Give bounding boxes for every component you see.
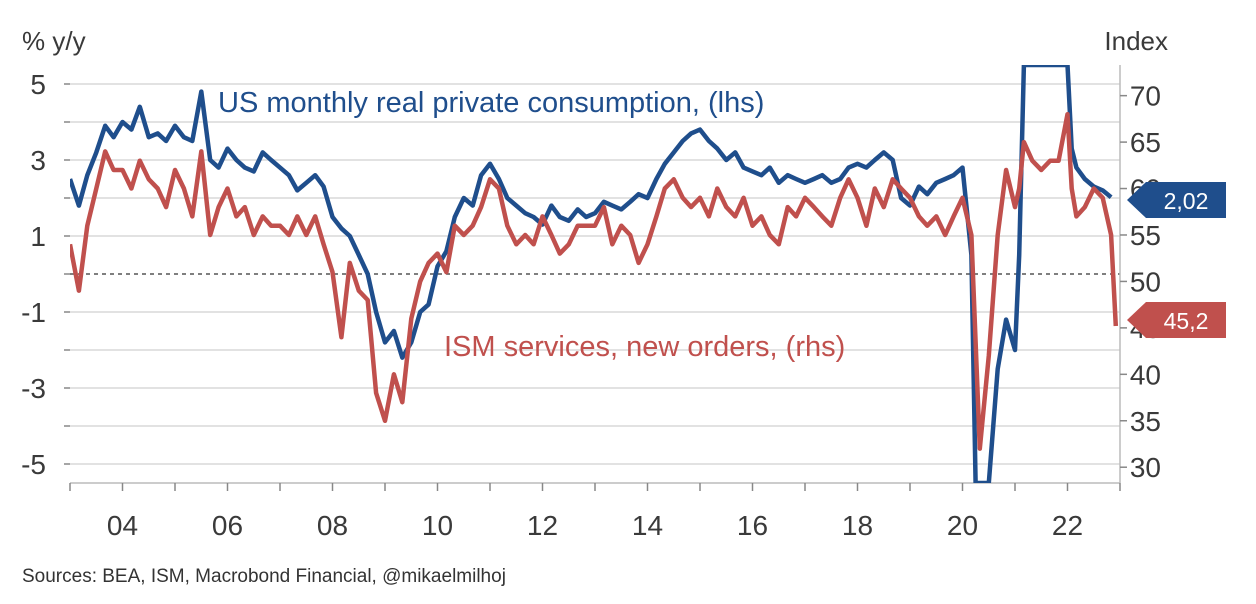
source-note: Sources: BEA, ISM, Macrobond Financial, … — [22, 566, 506, 587]
x-tick-label: 14 — [632, 510, 663, 541]
left-tick-label: -1 — [21, 297, 46, 328]
last-value-ism: 45,2 — [1164, 308, 1209, 334]
x-tick-label: 12 — [527, 510, 558, 541]
left-axis-title: % y/y — [22, 26, 86, 56]
left-tick-label: 3 — [30, 145, 46, 176]
x-tick-label: 16 — [737, 510, 768, 541]
last-value-badges: 2,02 45,2 — [1127, 182, 1226, 338]
x-tick-label: 18 — [842, 510, 873, 541]
series-line-ism — [70, 111, 1119, 451]
left-tick-label: -3 — [21, 373, 46, 404]
last-value-badge-consumption — [1127, 182, 1226, 218]
left-tick-label: 1 — [30, 221, 46, 252]
x-tick-label: 22 — [1052, 510, 1083, 541]
right-tick-label: 35 — [1130, 406, 1161, 437]
right-axis-title: Index — [1104, 26, 1168, 56]
right-tick-label: 50 — [1130, 266, 1161, 297]
right-tick-label: 55 — [1130, 220, 1161, 251]
last-value-badge-ism — [1127, 302, 1226, 338]
annotation-ism-label: ISM services, new orders, (rhs) — [444, 331, 845, 363]
x-tick-label: 06 — [212, 510, 243, 541]
annotation-layer: US monthly real private consumption, (lh… — [218, 87, 845, 363]
last-value-consumption: 2,02 — [1164, 188, 1209, 214]
right-tick-label: 30 — [1130, 452, 1161, 483]
x-tick-label: 08 — [317, 510, 348, 541]
series-layer — [70, 65, 1119, 483]
right-tick-label: 40 — [1130, 359, 1161, 390]
right-tick-label: 65 — [1130, 127, 1161, 158]
grid-layer — [70, 83, 1120, 465]
x-tick-label: 10 — [422, 510, 453, 541]
x-tick-label: 20 — [947, 510, 978, 541]
annotation-consumption-label: US monthly real private consumption, (lh… — [218, 87, 764, 119]
x-tick-label: 04 — [107, 510, 138, 541]
left-tick-label: 5 — [30, 69, 46, 100]
left-tick-label: -5 — [21, 449, 46, 480]
right-tick-label: 70 — [1130, 81, 1161, 112]
axis-layer: % y/y Index 531-1-3-57065605550454035300… — [21, 26, 1168, 541]
